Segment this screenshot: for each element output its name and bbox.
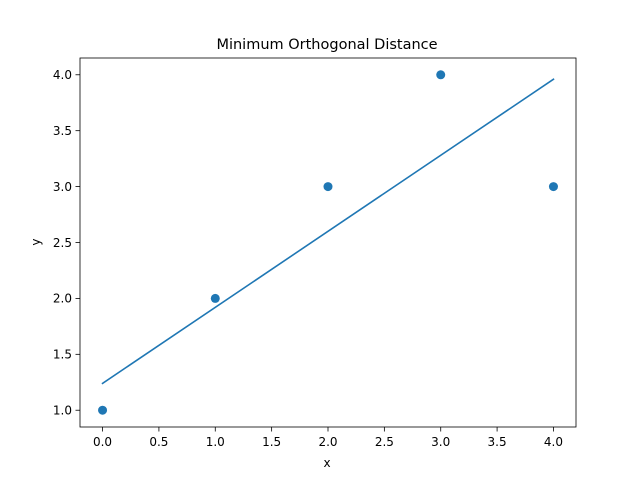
fit-line <box>101 78 555 385</box>
y-axis: 1.0 1.5 2.0 2.5 3.0 3.5 4.0 <box>53 68 80 418</box>
series <box>98 70 558 415</box>
data-point <box>436 70 446 80</box>
x-tick-label: 0.5 <box>149 435 168 449</box>
y-tick-label: 1.0 <box>53 404 72 418</box>
x-tick-label: 2.0 <box>318 435 337 449</box>
x-tick-label: 1.0 <box>206 435 225 449</box>
chart-title: Minimum Orthogonal Distance <box>216 37 437 53</box>
x-tick-label: 3.0 <box>431 435 450 449</box>
x-axis-label: x <box>323 456 330 470</box>
x-axis: 0.0 0.5 1.0 1.5 2.0 2.5 3.0 3.5 4.0 <box>93 427 563 449</box>
data-point <box>323 182 333 192</box>
data-point <box>98 405 108 415</box>
y-tick-label: 2.0 <box>53 292 72 306</box>
x-tick-label: 4.0 <box>544 435 563 449</box>
y-tick-label: 3.5 <box>53 124 72 138</box>
data-point <box>548 182 558 192</box>
y-axis-label: y <box>29 238 43 245</box>
x-tick-label: 2.5 <box>375 435 394 449</box>
x-tick-label: 3.5 <box>488 435 507 449</box>
y-tick-label: 3.0 <box>53 180 72 194</box>
x-tick-label: 1.5 <box>262 435 281 449</box>
y-tick-label: 1.5 <box>53 348 72 362</box>
x-tick-label: 0.0 <box>93 435 112 449</box>
y-tick-label: 4.0 <box>53 68 72 82</box>
data-point <box>210 293 220 303</box>
y-tick-label: 2.5 <box>53 236 72 250</box>
